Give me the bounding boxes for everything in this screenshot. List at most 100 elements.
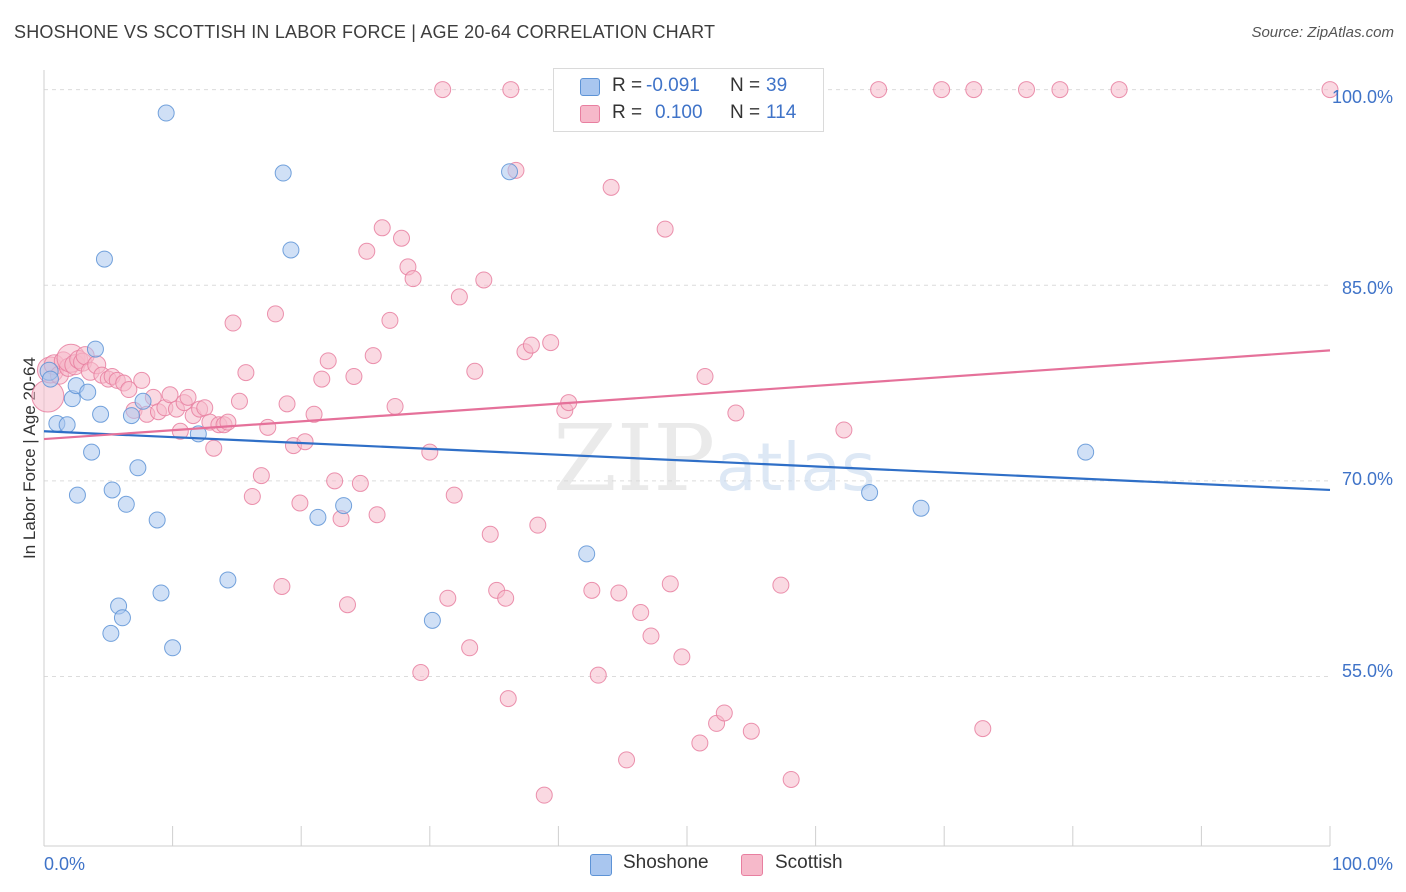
scottish-point [381, 311, 399, 329]
shoshone-point [102, 624, 120, 642]
shoshone-point [274, 164, 292, 182]
scottish-point [338, 596, 356, 614]
shoshone-point [95, 250, 113, 268]
scottish-point [535, 786, 553, 804]
scottish-point [273, 577, 291, 595]
scottish-n-label: N = [730, 102, 761, 123]
scottish-point [319, 352, 337, 370]
scottish-point [404, 270, 422, 288]
scottish-trend-line [43, 349, 1331, 441]
shoshone-point [335, 497, 353, 515]
scottish-point [715, 704, 733, 722]
scottish-legend-label: Scottish [775, 852, 843, 873]
scottish-point [742, 722, 760, 740]
shoshone-n-label: N = [730, 75, 761, 96]
scottish-point [696, 367, 714, 385]
scottish-point [610, 584, 628, 602]
scottish-point [393, 229, 411, 247]
scottish-point [583, 581, 601, 599]
scottish-point [291, 494, 309, 512]
scottish-point [120, 381, 138, 399]
scottish-point [661, 575, 679, 593]
y-tick-label-55: 55.0% [1342, 661, 1393, 681]
scottish-point [933, 81, 951, 99]
scottish-point [421, 443, 439, 461]
scottish-point [642, 627, 660, 645]
shoshone-point [219, 571, 237, 589]
shoshone-point [129, 459, 147, 477]
shoshone-r-label: R = [612, 75, 643, 96]
shoshone-point [103, 481, 121, 499]
scottish-point [499, 690, 517, 708]
scottish-r-label: R = [612, 102, 643, 123]
shoshone-point [79, 383, 97, 401]
shoshone-point [83, 443, 101, 461]
scottish-point [237, 364, 255, 382]
shoshone-point [86, 340, 104, 358]
scottish-point [691, 734, 709, 752]
scottish-point [296, 433, 314, 451]
shoshone-trend-line [43, 430, 1331, 492]
chart-title: SHOSHONE VS SCOTTISH IN LABOR FORCE | AG… [14, 22, 716, 42]
scottish-n-value: 114 [766, 102, 797, 123]
scottish-point [497, 589, 515, 607]
shoshone-r-value: -0.091 [646, 75, 700, 96]
scottish-point [224, 314, 242, 332]
watermark: ZIP atlas [553, 405, 876, 512]
scottish-point [1051, 81, 1069, 99]
scottish-point [461, 639, 479, 657]
scottish-point [243, 487, 261, 505]
shoshone-point [423, 611, 441, 629]
shoshone-point [68, 486, 86, 504]
shoshone-point [157, 104, 175, 122]
scottish-point [412, 664, 430, 682]
shoshone-point [117, 495, 135, 513]
scottish-point [161, 386, 179, 404]
scottish-point [502, 81, 520, 99]
scottish-point [434, 81, 452, 99]
shoshone-point [578, 545, 596, 563]
shoshone-point [152, 584, 170, 602]
scottish-point [542, 334, 560, 352]
scottish-point [673, 648, 691, 666]
scottish-point [602, 178, 620, 196]
x-tick-label-start: 0.0% [44, 854, 85, 874]
scottish-point [835, 421, 853, 439]
legend-row-shoshone: R = -0.091 N = 39 [554, 73, 823, 99]
shoshone-point [912, 499, 930, 517]
shoshone-point [861, 484, 879, 502]
shoshone-point [148, 511, 166, 529]
correlation-legend: R = -0.091 N = 39 R = 0.100 N = 114 [553, 68, 824, 132]
scottish-point [386, 397, 404, 415]
scottish-point [179, 388, 197, 406]
shoshone-point [309, 508, 327, 526]
scottish-point [529, 516, 547, 534]
shoshone-legend-label: Shoshone [623, 852, 709, 873]
shoshone-legend-swatch [590, 854, 612, 876]
scottish-r-value: 0.100 [655, 102, 703, 123]
shoshone-point [1077, 443, 1095, 461]
source-label: Source: ZipAtlas.com [1251, 24, 1394, 41]
scottish-point [1018, 81, 1036, 99]
grid-lines [44, 89, 1330, 677]
legend-row-scottish: R = 0.100 N = 114 [554, 100, 823, 126]
scottish-point [445, 486, 463, 504]
scottish-point [278, 395, 296, 413]
shoshone-point [501, 163, 519, 181]
scottish-point [364, 347, 382, 365]
scottish-point [326, 472, 344, 490]
shoshone-point [58, 416, 76, 434]
scottish-point [618, 751, 636, 769]
scottish-point [1321, 81, 1339, 99]
scottish-point [133, 371, 151, 389]
x-tick-label-end: 100.0% [1332, 854, 1393, 874]
shoshone-point [122, 407, 140, 425]
scottish-point [466, 362, 484, 380]
scottish-point [450, 288, 468, 306]
scottish-point [305, 405, 323, 423]
y-tick-label-85: 85.0% [1342, 278, 1393, 298]
scottish-point [205, 439, 223, 457]
shoshone-point [282, 241, 300, 259]
scottish-legend-swatch [741, 854, 763, 876]
shoshone-point [92, 405, 110, 423]
